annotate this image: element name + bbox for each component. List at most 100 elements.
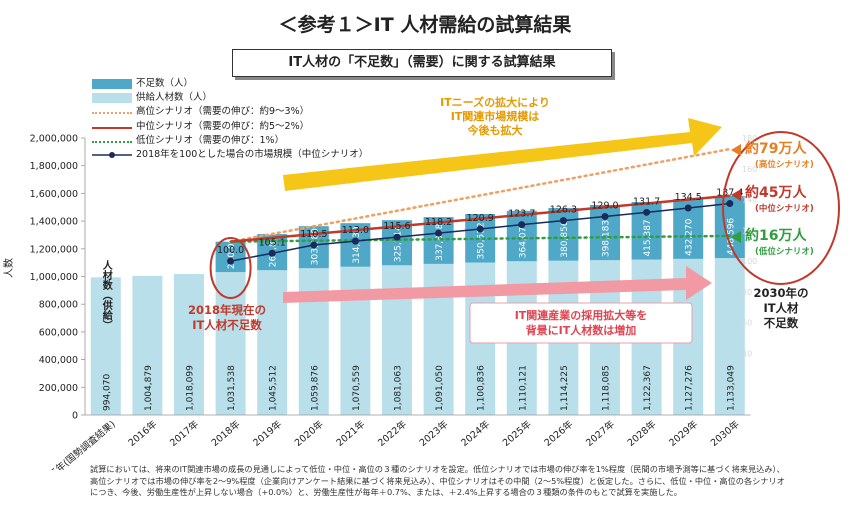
- legend-label-shortage: 不足数（人）: [136, 78, 194, 89]
- x-tick-label: 2028年: [625, 418, 659, 449]
- highlight-2030: [722, 131, 840, 285]
- right-tick-label: 80: [742, 288, 752, 297]
- bar-supply-label: 1,114,225: [560, 365, 570, 411]
- annotation-high-label: (高位シナリオ): [755, 159, 814, 170]
- annotation-shortage-2030: 不足数: [764, 316, 799, 330]
- legend-label-market: 2018年を100とした場合の市場規模（中位シナリオ）: [136, 148, 369, 160]
- right-tick-label: 120: [742, 226, 757, 235]
- market-point-label: 123.7: [508, 209, 535, 220]
- market-line: 100.0 105.1 110.5 113.0 115.6 118.2 120.9 123.7…: [217, 188, 743, 265]
- bar-supply-label: 1,081,063: [394, 365, 404, 411]
- annotation-mid-label: (中位シナリオ): [755, 203, 814, 214]
- bar-shortage: [215, 241, 246, 273]
- bar-supply: [174, 273, 204, 415]
- market-point: [268, 249, 276, 257]
- bar-supply: [90, 277, 121, 415]
- market-point: [227, 257, 235, 265]
- bar-supply-label: 1,100,836: [477, 365, 487, 411]
- bar-supply-label: 1,059,876: [310, 365, 320, 411]
- bar-shortage-label: 337,848: [435, 223, 445, 260]
- highlight-2018: [209, 237, 252, 299]
- y-tick-label: 1,400,000: [30, 217, 78, 228]
- annotation-shortage-2030: IT人材: [763, 301, 799, 315]
- annotation-it-needs: 今後も拡大: [467, 123, 523, 137]
- market-point-label: 137.4: [716, 188, 743, 199]
- page-title: ＜参考１＞IT 人材需給の試算結果: [278, 14, 572, 36]
- market-point-label: 115.6: [383, 221, 410, 232]
- x-tick-label: 2021年: [334, 418, 368, 449]
- bar-shortage-label: 350,532: [477, 222, 487, 259]
- chart: 994,070 1,004,879 1,018,099 1,031,538 220,00…: [2, 95, 840, 470]
- annotation-shortage-2018: 2018年現在の: [188, 303, 266, 317]
- arrow-market-growth: [283, 118, 722, 191]
- arrow-it-workforce: [283, 266, 712, 303]
- right-tick-label: 40: [742, 349, 752, 358]
- bar-shortage: [506, 210, 537, 262]
- supply-bar-caption: 人材数（供給）: [100, 259, 113, 330]
- bar-shortage-label: 364,070: [518, 221, 528, 258]
- bar-shortage-label: 432,270: [685, 218, 695, 255]
- right-tick-label: 140: [742, 196, 757, 205]
- bar-supply-label: 1,018,099: [186, 365, 196, 411]
- bar-shortage: [548, 207, 579, 261]
- market-point-label: 120.9: [467, 213, 494, 224]
- annotation-shortage-2030: 2030年の: [753, 286, 808, 300]
- bar-supply-label: 1,091,050: [435, 365, 445, 411]
- footnote: 試算においては、将来のIT関連市場の成長の見通しによって低位・中位・高位の３種の…: [90, 464, 785, 497]
- legend-swatch-supply: [92, 93, 132, 104]
- bar-shortage-label: 380,856: [560, 220, 570, 257]
- legend-label-low: 低位シナリオ（需要の伸び：1%）: [136, 134, 285, 146]
- annotation-low-label: (低位シナリオ): [755, 246, 814, 257]
- annotation-mid-value: 約45万人: [745, 184, 807, 201]
- legend-swatch-market: [92, 150, 132, 160]
- legend-swatch-mid: [92, 126, 132, 129]
- growth-note-box: [469, 302, 693, 344]
- scenario-lines: [229, 147, 732, 243]
- market-point: [726, 200, 734, 208]
- market-point-label: 131.7: [633, 196, 660, 207]
- bar-supply-label: 1,118,085: [602, 365, 612, 411]
- x-tick-label: 2023年: [417, 418, 451, 449]
- bar-shortage-label: 415,387: [643, 219, 653, 256]
- market-point: [351, 237, 359, 245]
- right-tick-label: 100: [742, 257, 757, 266]
- market-point-label: 100.0: [217, 245, 244, 256]
- annotation-high-value: 約79万人: [745, 140, 807, 157]
- x-tick-label: 2025年: [500, 418, 534, 449]
- annotation-shortage-2018: IT人材不足数: [192, 318, 262, 332]
- legend-item-market: 2018年を100とした場合の市場規模（中位シナリオ）: [92, 148, 368, 162]
- bar-supply: [132, 275, 163, 415]
- market-point-label: 113.0: [342, 225, 369, 236]
- market-point: [684, 204, 692, 212]
- y-tick-label: 1,600,000: [30, 189, 78, 200]
- x-tick-label: 2019年: [251, 418, 285, 449]
- bar-shortage-label: 220,000: [227, 232, 237, 269]
- bar-supply-label: 1,004,879: [144, 365, 154, 411]
- legend-item-mid: 中位シナリオ（需要の伸び：約5～2%）: [92, 120, 368, 134]
- bar-shortage-label: 448,596: [726, 218, 736, 255]
- line-low: [229, 234, 732, 243]
- bar-supply-label: 1,110,121: [518, 365, 528, 411]
- bar-supply-label: 1,122,367: [643, 365, 653, 411]
- bar-supply-label: 1,045,512: [269, 365, 279, 411]
- annotation-growth-note: IT関連産業の採用拡大等を: [515, 308, 648, 322]
- x-tick-label: 2029年: [667, 418, 701, 449]
- bar-supply-label: 1,031,538: [227, 365, 237, 411]
- bar-supply: [257, 270, 288, 415]
- market-point-label: 110.5: [300, 229, 327, 240]
- line-mid: [230, 194, 730, 243]
- annotation-low-value: 約16万人: [745, 227, 807, 244]
- market-point: [310, 241, 318, 249]
- legend-item-low: 低位シナリオ（需要の伸び：1%）: [92, 134, 368, 148]
- line-high: [229, 147, 732, 243]
- x-tick-label: 2027年: [583, 418, 617, 449]
- y-tick-label: 0: [72, 411, 78, 422]
- y-tick-label: 200,000: [39, 383, 78, 394]
- market-point: [559, 217, 567, 225]
- annotation-it-needs: IT関連市場規模は: [451, 109, 540, 123]
- bar-supply-label: 994,070: [102, 374, 112, 411]
- right-tick-label: 160: [742, 165, 757, 174]
- y-axis-label: 人数: [2, 258, 15, 278]
- legend: 不足数（人） 供給人材数（人） 高位シナリオ（需要の伸び：約9～3%） 中位シナ…: [92, 77, 368, 162]
